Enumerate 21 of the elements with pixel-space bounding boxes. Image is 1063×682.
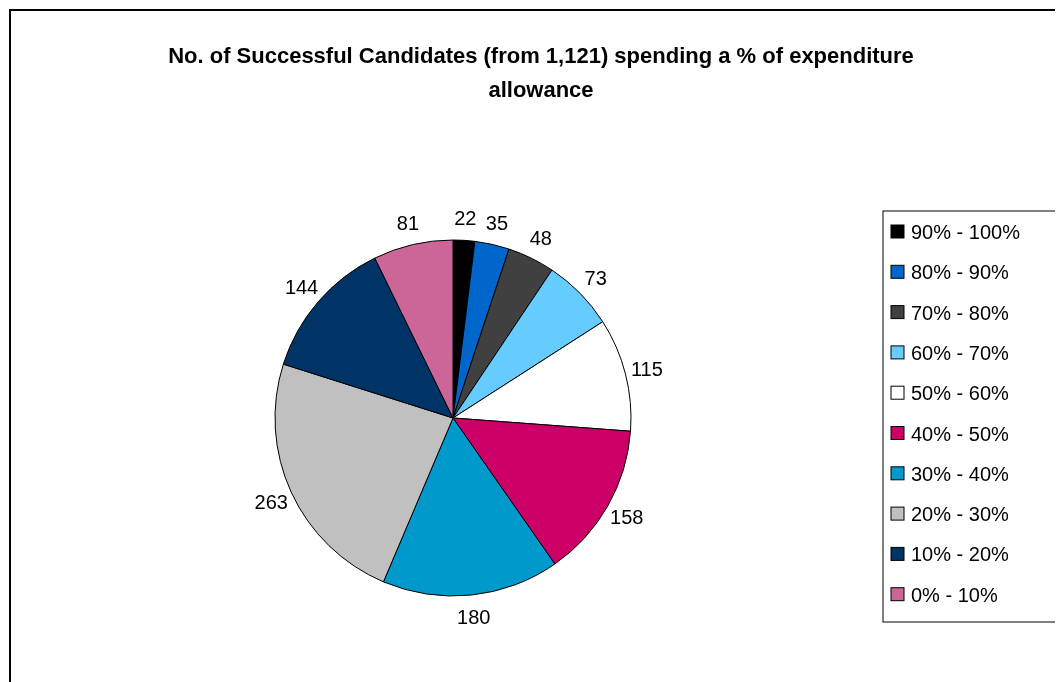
data-label: 144 xyxy=(284,276,319,299)
data-label: 35 xyxy=(485,211,509,234)
legend-label: 0% - 10% xyxy=(911,583,998,606)
data-label: 158 xyxy=(610,506,644,529)
data-label: 48 xyxy=(529,227,552,250)
legend-label: 70% - 80% xyxy=(911,301,1010,324)
chart-title: No. of Successful Candidates (from 1,121) spending a % of expenditure allowance xyxy=(168,43,914,102)
data-label: 22 xyxy=(454,207,477,230)
data-label: 73 xyxy=(584,266,607,289)
legend-label: 40% - 50% xyxy=(911,422,1010,445)
legend-label: 20% - 30% xyxy=(911,503,1010,526)
data-label: 263 xyxy=(254,490,288,513)
legend-label: 30% - 40% xyxy=(911,462,1010,485)
data-label: 180 xyxy=(457,605,491,628)
legend-label: 80% - 90% xyxy=(911,261,1010,284)
data-label: 81 xyxy=(396,212,420,235)
data-label: 115 xyxy=(630,357,663,380)
legend-label: 60% - 70% xyxy=(911,341,1010,364)
legend-label: 10% - 20% xyxy=(911,543,1010,566)
legend-label: 90% - 100% xyxy=(911,221,1021,243)
legend-label: 50% - 60% xyxy=(911,382,1010,405)
